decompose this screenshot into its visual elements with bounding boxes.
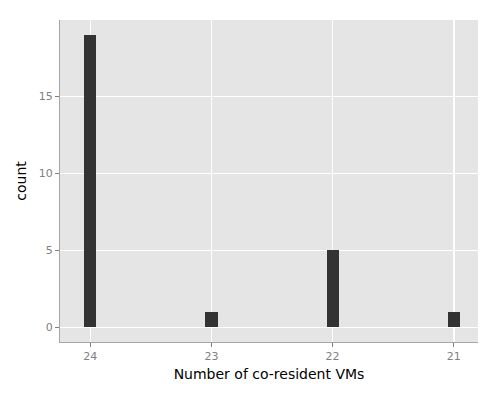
svg-text:15: 15 (39, 90, 53, 103)
svg-text:Number of co-resident VMs: Number of co-resident VMs (174, 366, 365, 382)
svg-text:10: 10 (39, 167, 53, 180)
svg-text:22: 22 (326, 350, 340, 363)
svg-text:count: count (13, 161, 29, 201)
svg-text:24: 24 (83, 350, 97, 363)
svg-text:0: 0 (46, 321, 53, 334)
svg-text:23: 23 (204, 350, 218, 363)
svg-text:21: 21 (447, 350, 461, 363)
svg-text:5: 5 (46, 244, 53, 257)
